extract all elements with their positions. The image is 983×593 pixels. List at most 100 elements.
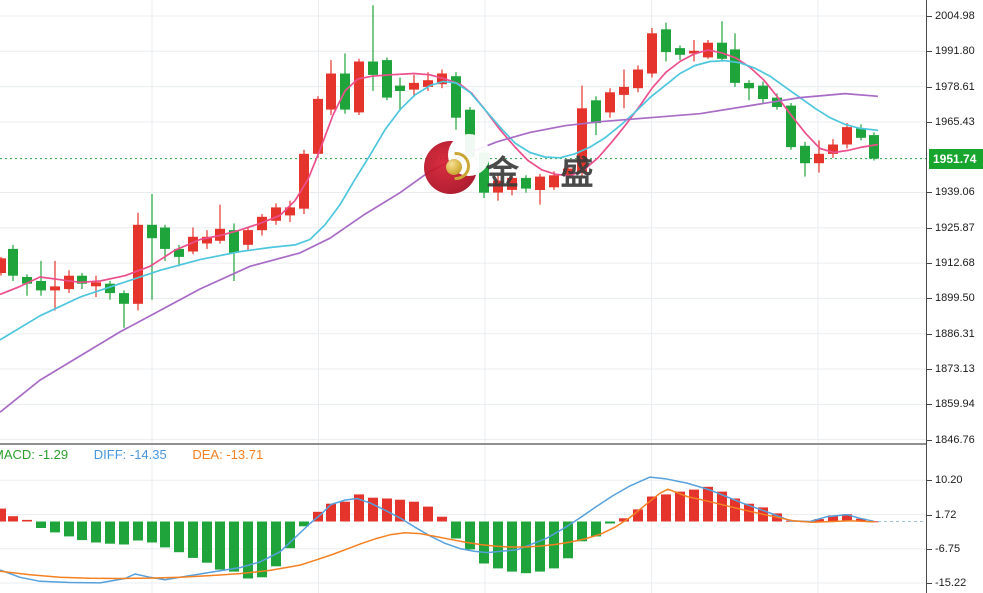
candlestick: [271, 207, 281, 221]
macd-histogram-bar: [147, 521, 157, 543]
candlestick: [8, 248, 18, 276]
candlestick: [382, 60, 392, 98]
macd-histogram-bar: [661, 494, 671, 522]
axis-tick-label: 1939.06: [927, 186, 975, 199]
candlestick: [814, 153, 824, 164]
macd-histogram-bar: [36, 521, 46, 528]
candlestick: [619, 86, 629, 95]
candlestick: [174, 248, 184, 257]
candlestick: [633, 69, 643, 89]
candlestick: [313, 98, 323, 154]
candlestick: [563, 168, 573, 176]
candlestick: [395, 85, 405, 91]
candlestick: [285, 207, 295, 216]
candlestick: [800, 145, 810, 164]
macd-histogram-bar: [202, 521, 212, 563]
candlestick: [507, 177, 517, 190]
candlestick: [160, 227, 170, 249]
macd-histogram-bar: [105, 521, 115, 544]
macd-histogram-bar: [133, 521, 143, 541]
macd-histogram-bar: [8, 516, 18, 522]
dea-value-label: DEA: -13.71: [192, 447, 264, 462]
macd-histogram-bar: [271, 521, 281, 567]
macd-histogram-bar: [744, 503, 754, 522]
macd-histogram-bar: [50, 521, 60, 533]
macd-histogram-bar: [340, 501, 350, 522]
candlestick: [105, 283, 115, 294]
candlestick: [36, 281, 46, 291]
macd-value-label: MACD: -1.29: [0, 447, 69, 462]
macd-histogram-bar: [856, 518, 866, 522]
macd-histogram-bar: [64, 521, 74, 537]
macd-histogram-bar: [77, 521, 87, 541]
candlestick: [521, 177, 531, 189]
axis-tick-label: 1859.94: [927, 398, 975, 411]
axis-tick-label: -6.75: [927, 543, 960, 556]
candlestick: [869, 135, 879, 159]
dea-line: [0, 488, 875, 580]
candlestick: [202, 236, 212, 244]
axis-tick-label: 1912.68: [927, 257, 975, 270]
macd-histogram-bar: [717, 491, 727, 522]
candlestick: [299, 153, 309, 209]
macd-histogram-bar: [229, 521, 239, 572]
candlestick: [50, 286, 60, 291]
macd-histogram-bar: [633, 509, 643, 522]
macd-histogram-bar: [703, 486, 713, 522]
candlestick: [856, 128, 866, 138]
panel-separator: [0, 443, 983, 445]
macd-histogram-bar: [577, 521, 587, 542]
axis-tick-label: -15.22: [927, 577, 966, 590]
candlestick: [730, 49, 740, 83]
ma2-line: [0, 59, 879, 341]
macd-histogram-bar: [215, 521, 225, 570]
price-axis: 2004.98 1991.80 1978.61 1965.43 1939.06 1925.…: [926, 0, 983, 593]
macd-histogram-bar: [647, 496, 657, 522]
macd-histogram-bar: [423, 506, 433, 522]
candlestick: [661, 29, 671, 53]
candlestick: [423, 80, 433, 87]
candlestick: [77, 275, 87, 284]
candlestick: [0, 258, 6, 273]
candlestick: [91, 282, 101, 287]
candlestick: [354, 61, 364, 113]
macd-histogram-bar: [119, 521, 129, 545]
macd-histogram-bar: [605, 521, 615, 524]
macd-histogram-bar: [382, 498, 392, 522]
macd-histogram-bar: [395, 499, 405, 522]
candlestick: [22, 277, 32, 284]
candlestick: [451, 76, 461, 118]
candlestick: [577, 108, 587, 173]
axis-tick-label: 1899.50: [927, 292, 975, 305]
axis-tick-label: 1978.61: [927, 81, 975, 94]
axis-tick-label: 1846.76: [927, 434, 975, 447]
diff-line: [0, 476, 875, 584]
candlestick: [409, 82, 419, 90]
macd-histogram-bar: [0, 508, 6, 522]
macd-histogram-bar: [563, 521, 573, 559]
candlestick: [64, 275, 74, 290]
macd-indicator-chart[interactable]: [0, 445, 926, 593]
candlestick: [368, 61, 378, 75]
axis-tick-label: 1991.80: [927, 45, 975, 58]
axis-tick-label: 2004.98: [927, 10, 975, 23]
candlestick: [591, 100, 601, 124]
macd-histogram-bar: [451, 521, 461, 539]
candlestick: [493, 180, 503, 193]
macd-histogram-bar: [91, 521, 101, 543]
macd-histogram-bar: [675, 491, 685, 522]
candlestick: [786, 105, 796, 148]
macd-histogram-bar: [619, 518, 629, 522]
candlestick: [229, 230, 239, 253]
main-price-chart[interactable]: [0, 0, 926, 443]
candlestick: [842, 127, 852, 145]
macd-histogram-bar: [188, 521, 198, 558]
candlestick: [535, 176, 545, 190]
candlestick: [689, 50, 699, 54]
current-price-tag: 1951.74: [929, 149, 983, 169]
candlestick: [133, 224, 143, 304]
axis-tick-label: 1965.43: [927, 116, 975, 129]
axis-tick-label: 1.72: [927, 509, 956, 522]
candlestick: [479, 152, 489, 193]
candlestick: [549, 175, 559, 188]
